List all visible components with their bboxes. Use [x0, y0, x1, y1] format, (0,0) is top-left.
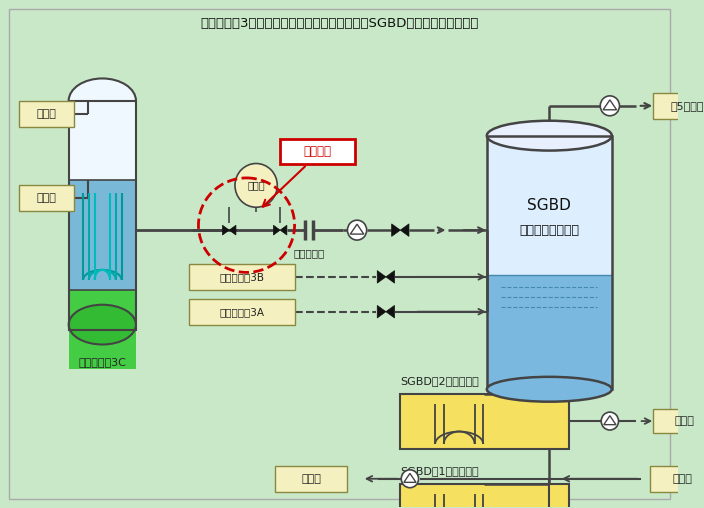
- Circle shape: [235, 164, 277, 207]
- Text: フラッシュタンク: フラッシュタンク: [520, 224, 579, 237]
- Ellipse shape: [69, 305, 136, 344]
- Text: 当該箇所: 当該箇所: [303, 145, 332, 158]
- Circle shape: [601, 96, 620, 116]
- Bar: [19, 101, 75, 126]
- Circle shape: [601, 412, 619, 430]
- Bar: [653, 409, 704, 433]
- Polygon shape: [603, 100, 617, 110]
- Ellipse shape: [69, 78, 136, 123]
- Bar: [19, 185, 75, 211]
- Text: 復水管: 復水管: [672, 474, 692, 484]
- Text: オリフィス: オリフィス: [294, 248, 325, 258]
- Text: 伊方発電所3号機　蒸気発生器ブローダウン（SGBD）熱回収装置概略図: 伊方発電所3号機 蒸気発生器ブローダウン（SGBD）熱回収装置概略図: [201, 17, 479, 30]
- Circle shape: [348, 220, 367, 240]
- Text: 復水管: 復水管: [675, 416, 695, 426]
- Text: 第5抽気管: 第5抽気管: [671, 101, 704, 111]
- Polygon shape: [230, 225, 236, 235]
- Text: 主蒸気: 主蒸気: [37, 109, 56, 119]
- Polygon shape: [273, 225, 280, 235]
- Bar: [69, 290, 136, 369]
- Bar: [401, 484, 569, 508]
- Text: SGBD第1復水加熱器: SGBD第1復水加熱器: [401, 466, 479, 476]
- Text: 主給水: 主給水: [37, 194, 56, 203]
- Bar: [189, 299, 294, 325]
- Text: SGBD: SGBD: [527, 198, 571, 213]
- Ellipse shape: [487, 377, 612, 402]
- Polygon shape: [222, 225, 230, 235]
- Bar: [401, 394, 569, 449]
- Text: 復水器: 復水器: [301, 474, 321, 484]
- Polygon shape: [280, 225, 287, 235]
- Bar: [487, 136, 612, 389]
- Bar: [487, 275, 612, 389]
- Bar: [69, 101, 136, 180]
- Polygon shape: [386, 271, 394, 283]
- Polygon shape: [386, 305, 394, 318]
- Bar: [487, 136, 612, 275]
- Bar: [653, 93, 704, 119]
- Bar: [280, 139, 355, 165]
- Polygon shape: [377, 305, 386, 318]
- Circle shape: [401, 470, 419, 488]
- Bar: [650, 466, 704, 492]
- Text: 蒸気発生器3A: 蒸気発生器3A: [219, 307, 264, 316]
- Polygon shape: [404, 473, 416, 482]
- Polygon shape: [377, 271, 386, 283]
- Text: 蒸気発生器3B: 蒸気発生器3B: [219, 272, 264, 282]
- Bar: [69, 101, 136, 330]
- Polygon shape: [351, 224, 364, 234]
- Polygon shape: [401, 224, 409, 236]
- Bar: [69, 180, 136, 290]
- Ellipse shape: [487, 121, 612, 150]
- Polygon shape: [604, 416, 616, 425]
- Polygon shape: [391, 224, 401, 236]
- Bar: [275, 466, 348, 492]
- Text: 蒸気発生器3C: 蒸気発生器3C: [78, 358, 126, 367]
- Text: SGBD第2復水加熱器: SGBD第2復水加熱器: [401, 376, 479, 386]
- Text: 流量計: 流量計: [247, 180, 265, 190]
- Bar: [189, 264, 294, 290]
